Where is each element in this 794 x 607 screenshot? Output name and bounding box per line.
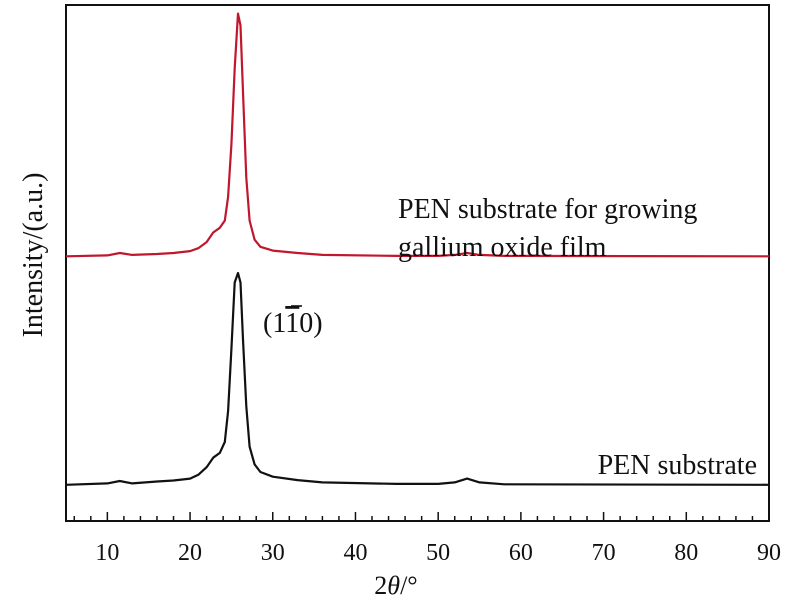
miller-index-end: 0) bbox=[299, 308, 322, 339]
x-tick-label: 60 bbox=[509, 540, 533, 566]
x-axis-label-prefix: 2 bbox=[374, 571, 387, 600]
series-label-pen-substrate: PEN substrate bbox=[598, 450, 757, 481]
x-tick-label: 40 bbox=[343, 540, 367, 566]
series-label-gallium-oxide-line-2: gallium oxide film bbox=[398, 232, 607, 263]
x-tick-label: 10 bbox=[95, 540, 119, 566]
peak-annotation-miller-index: (110) bbox=[263, 308, 323, 339]
x-tick-label: 30 bbox=[261, 540, 285, 566]
y-axis-label: Intensity/(a.u.) bbox=[18, 173, 49, 338]
x-tick-label: 70 bbox=[592, 540, 616, 566]
x-axis-label-suffix: /° bbox=[400, 571, 418, 600]
series-label-gallium-oxide-line-1: PEN substrate for growing bbox=[398, 194, 697, 225]
x-tick-label: 90 bbox=[757, 540, 781, 566]
series-line-gallium-oxide bbox=[65, 12, 770, 258]
miller-index-start: (1 bbox=[263, 308, 285, 339]
x-tick-label: 80 bbox=[674, 540, 698, 566]
x-tick-label: 50 bbox=[426, 540, 450, 566]
miller-index-overbar-digit: 1 bbox=[285, 308, 299, 339]
series-line-pen-substrate bbox=[65, 271, 770, 486]
plot-frame bbox=[65, 4, 770, 522]
x-axis-label: 2θ/° bbox=[374, 571, 417, 600]
x-axis-label-symbol: θ bbox=[387, 571, 400, 600]
x-tick-label: 20 bbox=[178, 540, 202, 566]
